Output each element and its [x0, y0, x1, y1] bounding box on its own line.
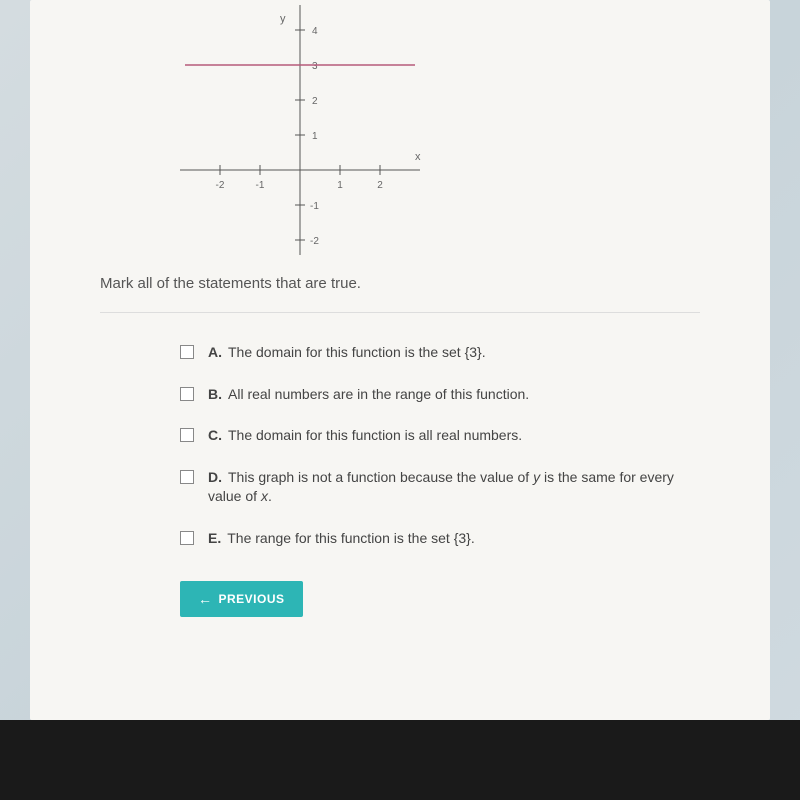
monitor-bezel	[0, 720, 800, 800]
option-text: .	[268, 488, 272, 504]
svg-text:1: 1	[312, 131, 318, 142]
option-text: All real numbers are in the range of thi…	[228, 386, 529, 402]
option-a-label: A. The domain for this function is the se…	[208, 343, 486, 363]
option-c-label: C. The domain for this function is all re…	[208, 426, 522, 446]
option-letter: A.	[208, 344, 222, 360]
checkbox-a[interactable]	[180, 345, 194, 359]
option-text: The domain for this function is all real…	[228, 427, 522, 443]
svg-text:x: x	[415, 151, 421, 163]
graph-container: -2 -1 1 2 1 2 3 4 -1 -2 y x	[160, 0, 440, 260]
option-text: The range for this function is the set {…	[227, 530, 474, 546]
question-panel: -2 -1 1 2 1 2 3 4 -1 -2 y x Mark	[30, 0, 770, 720]
option-letter: E.	[208, 530, 221, 546]
checkbox-b[interactable]	[180, 387, 194, 401]
option-letter: B.	[208, 386, 222, 402]
svg-text:4: 4	[312, 26, 318, 37]
option-a[interactable]: A. The domain for this function is the se…	[180, 343, 690, 363]
svg-text:-1: -1	[256, 180, 265, 191]
instruction-text: Mark all of the statements that are true…	[100, 275, 750, 292]
option-d[interactable]: D. This graph is not a function because t…	[180, 468, 690, 507]
checkbox-e[interactable]	[180, 531, 194, 545]
option-c[interactable]: C. The domain for this function is all re…	[180, 426, 690, 446]
svg-text:3: 3	[312, 61, 318, 72]
function-graph: -2 -1 1 2 1 2 3 4 -1 -2 y x	[160, 0, 440, 260]
option-d-label: D. This graph is not a function because t…	[208, 468, 690, 507]
options-list: A. The domain for this function is the se…	[180, 343, 690, 549]
svg-text:-2: -2	[216, 180, 225, 191]
option-e[interactable]: E. The range for this function is the set…	[180, 529, 690, 549]
divider	[100, 312, 700, 313]
svg-text:-2: -2	[310, 236, 319, 247]
option-letter: D.	[208, 469, 222, 485]
option-var-x: x	[261, 488, 268, 504]
checkbox-c[interactable]	[180, 428, 194, 442]
option-text: This graph is not a function because the…	[228, 469, 533, 485]
option-b-label: B. All real numbers are in the range of t…	[208, 385, 529, 405]
option-text: The domain for this function is the set …	[228, 344, 486, 360]
svg-text:2: 2	[312, 96, 318, 107]
svg-text:y: y	[280, 13, 286, 25]
checkbox-d[interactable]	[180, 470, 194, 484]
previous-button[interactable]: ← PREVIOUS	[180, 581, 303, 617]
svg-text:2: 2	[377, 180, 383, 191]
svg-text:1: 1	[337, 180, 343, 191]
option-b[interactable]: B. All real numbers are in the range of t…	[180, 385, 690, 405]
option-letter: C.	[208, 427, 222, 443]
option-e-label: E. The range for this function is the set…	[208, 529, 475, 549]
previous-button-label: PREVIOUS	[219, 592, 285, 606]
svg-text:-1: -1	[310, 201, 319, 212]
arrow-left-icon: ←	[198, 591, 213, 607]
